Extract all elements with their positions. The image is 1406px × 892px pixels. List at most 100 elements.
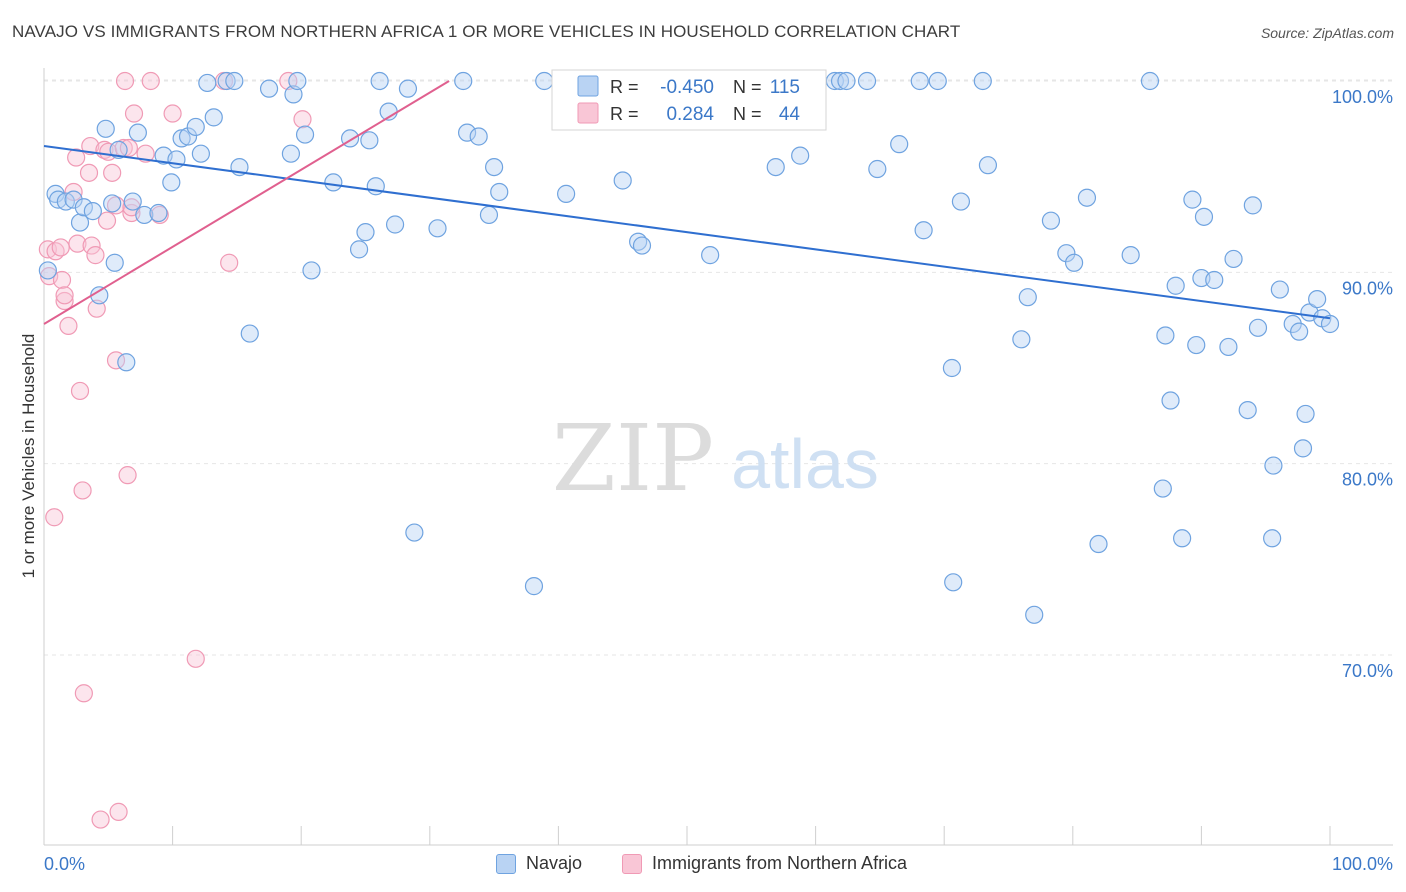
x-ticks (172, 826, 1331, 845)
watermark: ZIP atlas (552, 405, 879, 512)
data-point-navajo (524, 577, 544, 596)
data-point-africa (55, 291, 74, 311)
data-point-africa (109, 802, 128, 821)
legend-n-value-africa: 44 (779, 104, 801, 125)
data-point-navajo (837, 71, 856, 91)
data-point-navajo (1205, 270, 1224, 290)
data-point-navajo (284, 85, 303, 104)
data-point-navajo (162, 173, 181, 192)
data-point-navajo (1012, 330, 1031, 349)
axes (43, 68, 1393, 846)
data-point-africa (67, 148, 86, 167)
data-point-africa (136, 144, 155, 163)
data-point-navajo (1263, 529, 1282, 548)
legend-stats: R = -0.450 N = 115 R = 0.284 N = 44 (551, 69, 827, 131)
data-point-navajo (109, 140, 128, 159)
data-point-navajo (186, 117, 205, 137)
data-point-navajo (1219, 337, 1238, 357)
data-point-navajo (105, 253, 124, 272)
legend-n-label: N = (733, 77, 762, 97)
legend-r-value-africa: 0.284 (666, 104, 714, 125)
data-point-navajo (1025, 605, 1044, 624)
data-point-navajo (973, 71, 992, 91)
watermark-zip: ZIP (552, 405, 714, 512)
data-point-navajo (951, 192, 971, 211)
data-point-navajo (135, 205, 154, 225)
data-point-navajo (1248, 318, 1268, 337)
data-point-navajo (557, 184, 576, 203)
legend-label-africa: Immigrants from Northern Africa (652, 853, 908, 873)
data-point-navajo (1183, 190, 1202, 209)
data-point-africa (141, 71, 160, 91)
data-point-navajo (398, 79, 418, 98)
data-point-navajo (1290, 322, 1309, 341)
trend-line-navajo (43, 145, 1331, 320)
data-point-navajo (1166, 276, 1185, 295)
data-point-navajo (405, 523, 424, 542)
data-point-navajo (910, 71, 929, 91)
trend-line-africa (43, 80, 450, 325)
data-point-navajo (944, 573, 963, 592)
data-point-navajo (1018, 288, 1037, 307)
legend-item-navajo[interactable]: Navajo (496, 853, 582, 874)
data-point-navajo (1041, 211, 1061, 230)
data-point-navajo (1296, 404, 1315, 424)
legend-item-africa[interactable]: Immigrants from Northern Africa (622, 853, 907, 874)
data-point-navajo (1238, 400, 1257, 420)
data-point-africa (51, 238, 70, 257)
data-point-navajo (890, 135, 909, 154)
data-point-navajo (191, 144, 210, 163)
data-point-navajo (1089, 534, 1108, 554)
legend-r-label: R = (610, 77, 639, 97)
data-point-navajo (288, 71, 307, 91)
legend-swatch-africa (577, 102, 599, 124)
data-point-navajo (259, 79, 279, 98)
y-tick-label: 90.0% (1342, 278, 1393, 298)
data-point-navajo (428, 219, 447, 238)
data-point-africa (91, 810, 110, 829)
data-point-navajo (1270, 280, 1289, 299)
data-point-navajo (117, 353, 136, 372)
data-point-africa (74, 684, 93, 703)
data-point-navajo (928, 71, 947, 91)
data-point-africa (81, 136, 100, 156)
data-point-navajo (914, 221, 933, 240)
data-point-navajo (83, 202, 102, 221)
data-point-navajo (978, 156, 998, 175)
data-point-africa (52, 270, 72, 290)
data-point-africa (70, 381, 90, 401)
legend-swatch-navajo (577, 75, 599, 97)
data-point-navajo (457, 123, 477, 142)
legend: Navajo Immigrants from Northern Africa (0, 850, 1406, 880)
data-point-navajo (1320, 314, 1340, 334)
data-point-navajo (1156, 326, 1175, 345)
data-point-africa (97, 211, 117, 230)
data-point-africa (82, 236, 101, 255)
data-point-navajo (38, 261, 57, 280)
data-point-navajo (149, 203, 168, 223)
data-point-africa (186, 649, 205, 668)
data-point-navajo (360, 131, 379, 150)
data-point-navajo (1194, 207, 1214, 226)
data-point-africa (163, 104, 182, 123)
data-point-navajo (128, 123, 147, 142)
data-point-navajo (1308, 290, 1327, 309)
data-point-navajo (1121, 246, 1140, 265)
trend-lines (43, 80, 1331, 325)
legend-label-navajo: Navajo (526, 853, 583, 873)
data-point-navajo (385, 215, 405, 234)
data-point-navajo (1161, 391, 1180, 410)
data-point-navajo (217, 71, 236, 91)
data-point-navajo (281, 144, 301, 163)
data-point-africa (103, 163, 122, 182)
data-point-navajo (70, 213, 90, 232)
data-point-navajo (1057, 244, 1076, 263)
data-point-africa (86, 246, 105, 265)
legend-r-value-navajo: -0.450 (660, 77, 714, 98)
data-point-navajo (103, 194, 122, 213)
legend-n-label: N = (733, 104, 762, 124)
data-point-navajo (1173, 529, 1192, 548)
data-point-navajo (490, 182, 509, 202)
data-point-navajo (479, 205, 499, 225)
